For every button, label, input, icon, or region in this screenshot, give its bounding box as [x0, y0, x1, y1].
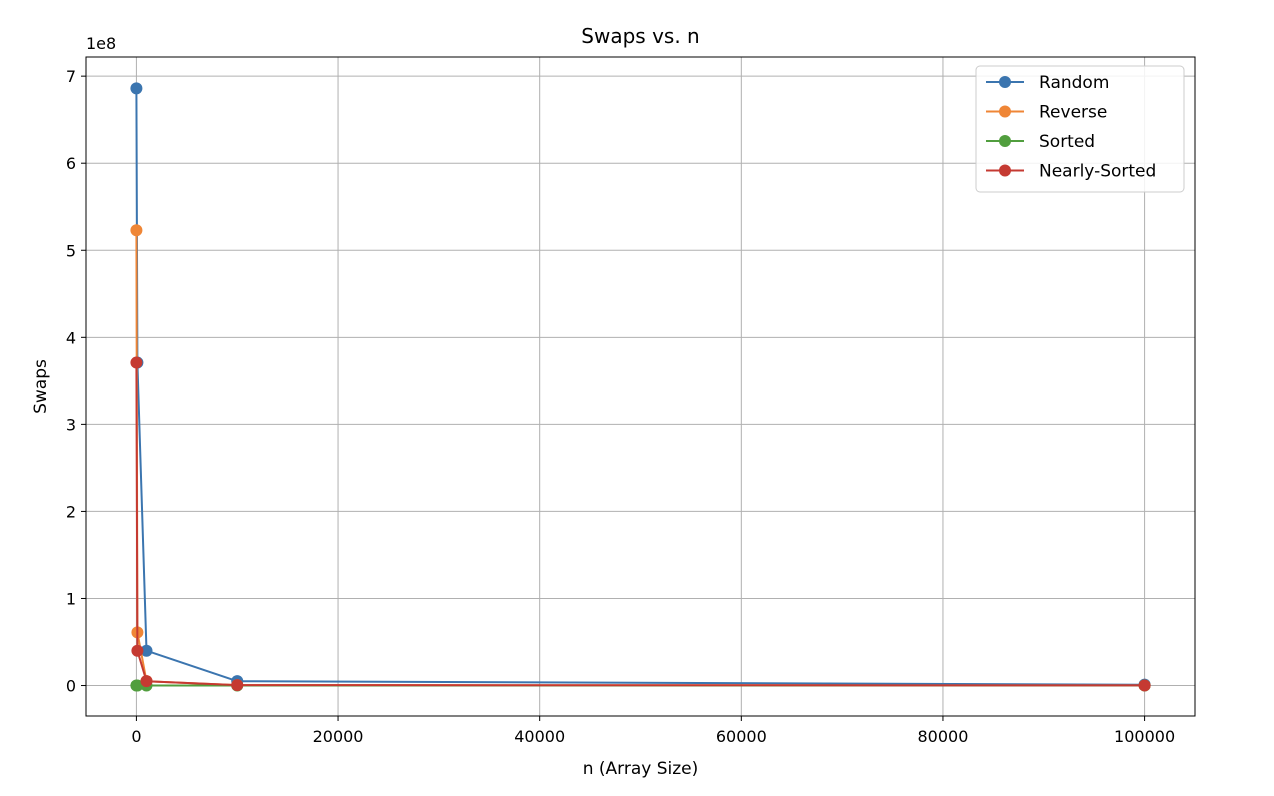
legend-label: Random — [1039, 73, 1109, 93]
data-point — [140, 644, 153, 657]
x-tick-label: 40000 — [514, 727, 565, 746]
x-tick-label: 60000 — [716, 727, 767, 746]
data-point — [140, 675, 153, 688]
y-tick-label: 5 — [66, 241, 76, 260]
y-tick-label: 1 — [66, 589, 76, 608]
legend-entry: Sorted — [986, 132, 1095, 152]
data-point — [131, 679, 144, 692]
x-tick-label: 0 — [131, 727, 141, 746]
y-tick-label: 4 — [66, 328, 76, 347]
y-tick-label: 2 — [66, 502, 76, 521]
data-point — [1138, 679, 1151, 692]
legend-marker — [999, 164, 1011, 177]
plot-frame — [85, 56, 1196, 717]
chart-title: Swaps vs. n — [581, 24, 699, 48]
axis-ticks: 0 20000 40000 60000 80000 100000 0 1 2 3 4 5 6 7 — [66, 67, 1175, 746]
x-axis-label: n (Array Size) — [583, 759, 699, 779]
legend-label: Sorted — [1039, 132, 1095, 152]
data-point — [130, 82, 143, 95]
grid — [86, 57, 1195, 716]
legend-entry: Random — [986, 73, 1109, 93]
legend-entry: Nearly-Sorted — [986, 162, 1156, 182]
y-tick-label: 3 — [66, 415, 76, 434]
data-point — [130, 356, 143, 369]
legend-label: Reverse — [1039, 103, 1107, 123]
y-offset-label: 1e8 — [86, 34, 116, 53]
y-axis-label: Swaps — [31, 359, 51, 414]
x-tick-label: 20000 — [313, 727, 364, 746]
series-group — [130, 82, 1151, 692]
y-tick-label: 7 — [66, 67, 76, 86]
y-tick-label: 0 — [66, 677, 76, 696]
legend-marker — [999, 135, 1011, 147]
legend-box — [975, 65, 1185, 193]
data-point — [130, 224, 143, 237]
data-point — [231, 679, 244, 692]
legend: Random Reverse Sorted Nearly-Sorted — [975, 65, 1185, 193]
series-nearly-sorted — [130, 356, 1151, 692]
data-point — [131, 644, 144, 657]
legend-marker — [999, 105, 1011, 118]
legend-entry: Reverse — [986, 103, 1107, 123]
legend-label: Nearly-Sorted — [1039, 162, 1156, 182]
x-tick-label: 80000 — [918, 727, 969, 746]
x-tick-label: 100000 — [1114, 727, 1175, 746]
legend-marker — [999, 76, 1011, 88]
y-tick-label: 6 — [66, 154, 76, 173]
